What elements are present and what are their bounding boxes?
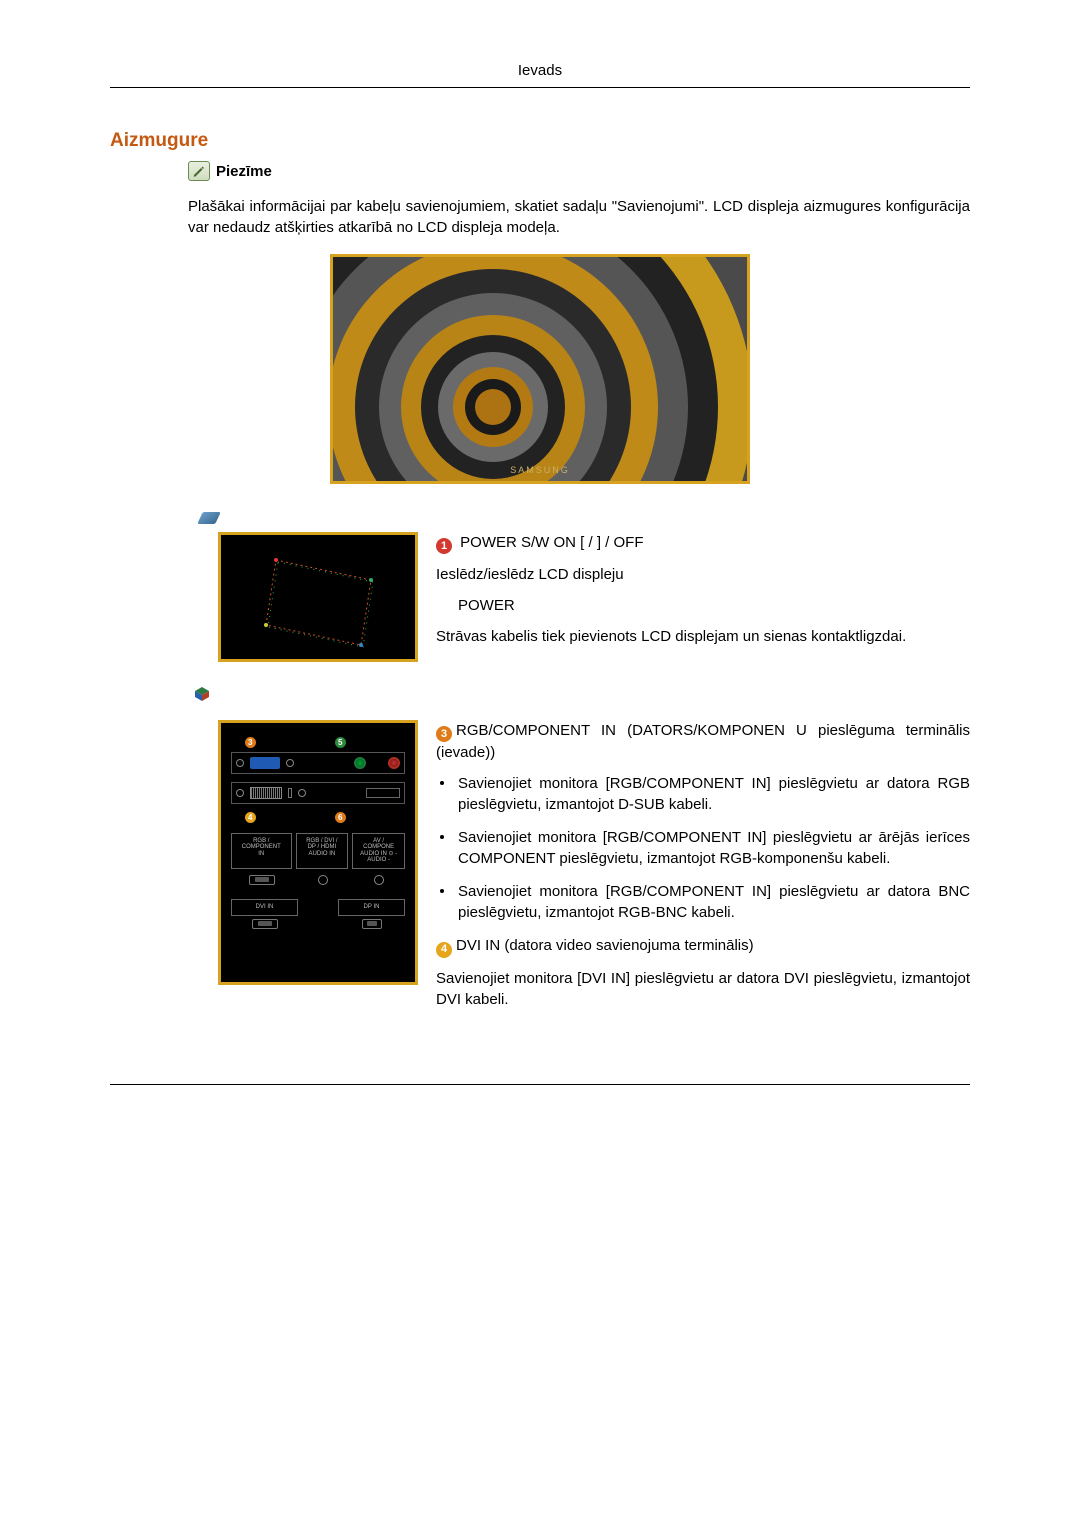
cube-icon — [194, 686, 210, 702]
cube-icon-row — [194, 686, 970, 708]
block-2-text-col: 3RGB/COMPONENT IN (DATORS/KOMPONEN U pie… — [436, 720, 970, 1024]
power-sw-title-text: POWER S/W ON [ / ] / OFF — [460, 534, 643, 551]
power-title: POWER — [458, 595, 970, 616]
panel-badge-3: 3 — [245, 737, 256, 748]
rgb-bullet-list: Savienojiet monitora [RGB/COMPONENT IN] … — [436, 773, 970, 923]
intro-paragraph: Plašākai informācijai par kabeļu savieno… — [188, 196, 970, 238]
badge-1-icon: 1 — [436, 538, 452, 554]
panel-label-av: AV / COMPONE AUDIO IN ⊙ - AUDIO - — [352, 833, 405, 869]
block-2-image-col: 3 5 — [218, 720, 418, 985]
block-1-text-col: 1 POWER S/W ON [ / ] / OFF Ieslēdz/ieslē… — [436, 532, 970, 662]
page-header-title: Ievads — [110, 60, 970, 87]
panel-label-rgb: RGB / COMPONENT IN — [231, 833, 292, 869]
power-desc: Strāvas kabelis tiek pievienots LCD disp… — [436, 626, 970, 647]
bullet-item: Savienojiet monitora [RGB/COMPONENT IN] … — [436, 881, 970, 923]
brand-label: SAMSUNG — [510, 464, 570, 477]
panel-label-dvi: DVI IN — [231, 899, 298, 916]
rgb-title-line1: RGB/COMPONENT IN (DATORS/KOM — [456, 722, 732, 739]
connector-panel-figure: 3 5 — [218, 720, 418, 985]
header-rule — [110, 87, 970, 88]
bullet-item: Savienojiet monitora [RGB/COMPONENT IN] … — [436, 827, 970, 869]
power-sw-desc: Ieslēdz/ieslēdz LCD displeju — [436, 564, 970, 585]
panel-badge-6: 6 — [335, 812, 346, 823]
footer-rule — [110, 1084, 970, 1085]
panel-badge-5: 5 — [335, 737, 346, 748]
wedge-icon — [197, 512, 221, 524]
rgb-title: 3RGB/COMPONENT IN (DATORS/KOMPONEN U pie… — [436, 720, 970, 764]
rings-figure-wrapper: SAMSUNG — [110, 254, 970, 484]
dvi-title: 4DVI IN (datora video savienojuma termin… — [436, 935, 970, 958]
bullet-dot-icon — [440, 889, 444, 893]
section-heading: Aizmugure — [110, 128, 970, 155]
panel-badge-4: 4 — [245, 812, 256, 823]
bullet-dot-icon — [440, 781, 444, 785]
rings-svg — [333, 257, 750, 484]
bullet-text: Savienojiet monitora [RGB/COMPONENT IN] … — [458, 773, 970, 815]
note-pencil-icon — [188, 161, 210, 181]
panel-label-hdmi: RGB / DVI / DP / HDMI AUDIO IN — [296, 833, 349, 869]
dvi-desc: Savienojiet monitora [DVI IN] pieslēgvie… — [436, 968, 970, 1010]
block-2: 3 5 — [110, 720, 970, 1024]
panel-label-dp: DP IN — [338, 899, 405, 916]
note-row: Piezīme — [188, 161, 970, 182]
bullet-text: Savienojiet monitora [RGB/COMPONENT IN] … — [458, 881, 970, 923]
power-panel-figure — [218, 532, 418, 662]
wedge-icon-row — [200, 512, 970, 524]
dvi-title-line1: DVI IN (datora video savienojuma termi — [456, 937, 718, 954]
note-label: Piezīme — [216, 161, 272, 182]
badge-4-icon: 4 — [436, 942, 452, 958]
rings-figure: SAMSUNG — [330, 254, 750, 484]
block-1: 1 POWER S/W ON [ / ] / OFF Ieslēdz/ieslē… — [110, 532, 970, 662]
dvi-title-line2: nālis) — [718, 937, 754, 954]
power-sw-title: 1 POWER S/W ON [ / ] / OFF — [436, 532, 970, 555]
badge-3-icon: 3 — [436, 726, 452, 742]
bullet-dot-icon — [440, 835, 444, 839]
block-1-image-col — [218, 532, 418, 662]
bullet-item: Savienojiet monitora [RGB/COMPONENT IN] … — [436, 773, 970, 815]
bullet-text: Savienojiet monitora [RGB/COMPONENT IN] … — [458, 827, 970, 869]
page: Ievads Aizmugure Piezīme Plašākai inform… — [0, 0, 1080, 1165]
